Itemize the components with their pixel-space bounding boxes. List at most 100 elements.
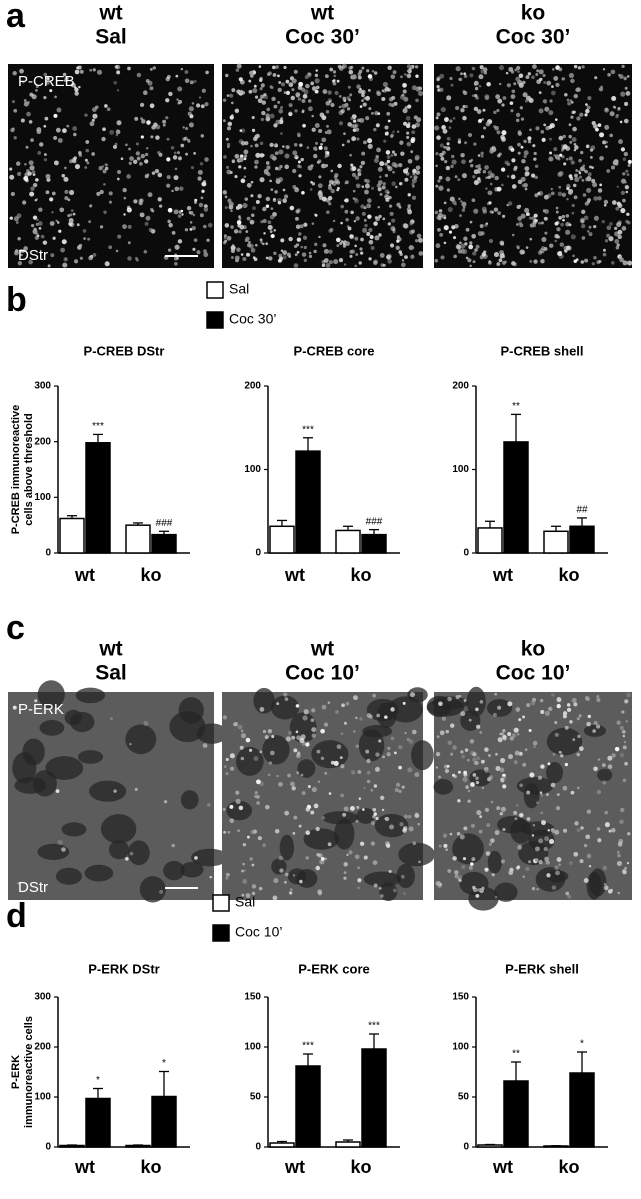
cell-dot [229,753,235,759]
cell-dot [116,177,120,181]
cell-dot [328,202,332,206]
cell-dot [495,766,501,771]
cell-dot [315,826,320,832]
cell-dot [626,861,630,865]
cell-dot [497,705,502,710]
cell-dot [239,745,244,750]
cell-dot [375,123,380,128]
cell-dot [444,117,449,122]
cell-dot [436,135,441,140]
cell-dot [249,857,253,861]
cell-dot [192,247,196,251]
cell-dot [470,158,474,162]
cell-dot [114,65,119,69]
cell-dot [328,249,333,254]
cell-dot [462,206,466,210]
cell-dot [233,721,239,727]
cell-dot [238,90,244,96]
cell-dot [522,762,527,767]
cell-dot [487,190,493,196]
cell-dot [129,742,132,746]
cell-dot [603,203,607,207]
cell-dot [481,886,485,890]
cell-dot [223,765,227,768]
cell-dot [372,815,376,819]
cell-dot [204,102,209,107]
cell-dot [526,790,531,795]
cell-dot [53,113,58,118]
cell-dot [248,79,252,83]
cell-dot [451,154,455,159]
cell-dot [624,699,629,704]
cell-dot [406,141,412,147]
cell-dot [19,68,24,74]
cell-dot [540,130,545,134]
bar [151,533,177,554]
cell-dot [343,862,348,867]
cell-dot [330,169,334,173]
cell-dot [74,91,79,96]
cell-dot [567,894,572,899]
cell-dot [50,253,55,258]
cell-dot [254,143,259,148]
cell-dot [617,229,623,235]
cell-dot [318,192,324,198]
cell-dot [139,212,145,218]
cell-dot [289,891,293,895]
cell-dot [445,176,451,182]
cell-dot [323,722,329,727]
cell-dot [407,204,411,208]
cell-dot [106,107,111,112]
cell-dot [68,189,75,196]
cell-dot [324,155,328,159]
cell-dot [34,235,39,240]
cell-dot [570,160,575,165]
cell-dot [607,755,613,761]
cell-dot [543,846,548,852]
chart-title: P-ERK shell [505,961,579,976]
cell-dot [387,259,392,264]
cell-dot [461,754,466,759]
cell-dot [583,215,589,221]
cell-dot [22,200,27,205]
cell-dot [278,81,282,84]
cell-dot [551,85,554,88]
cell-dot [12,192,15,196]
y-tick-label: 100 [452,1042,469,1053]
cell-dot [523,154,527,159]
cell-dot [561,192,567,198]
dark-blob [334,818,355,850]
cell-dot [295,156,299,160]
cell-dot [234,153,240,159]
cell-dot [250,194,254,198]
cell-dot [584,696,589,700]
cell-dot [355,716,358,720]
cell-dot [543,247,548,251]
cell-dot [30,138,34,142]
cell-dot [20,253,23,257]
cell-dot [284,810,290,816]
cell-dot [86,161,90,165]
cell-dot [596,724,601,729]
cell-dot [558,67,563,72]
cell-dot [476,810,482,816]
cell-dot [334,178,339,184]
cell-dot [173,209,179,215]
cell-dot [226,94,230,97]
cell-dot [571,101,574,104]
cell-dot [236,220,242,225]
cell-dot [16,213,22,219]
cell-dot [236,63,242,69]
cell-dot [620,147,626,152]
cell-dot [177,239,183,244]
dark-blob [55,867,82,885]
cell-dot [520,213,526,219]
cell-dot [259,141,264,146]
cell-dot [452,745,457,750]
dark-blob [411,740,434,771]
cell-dot [224,206,228,209]
cell-dot [76,223,80,227]
cell-dot [236,247,241,252]
cell-dot [576,752,580,757]
cell-dot [282,188,286,192]
